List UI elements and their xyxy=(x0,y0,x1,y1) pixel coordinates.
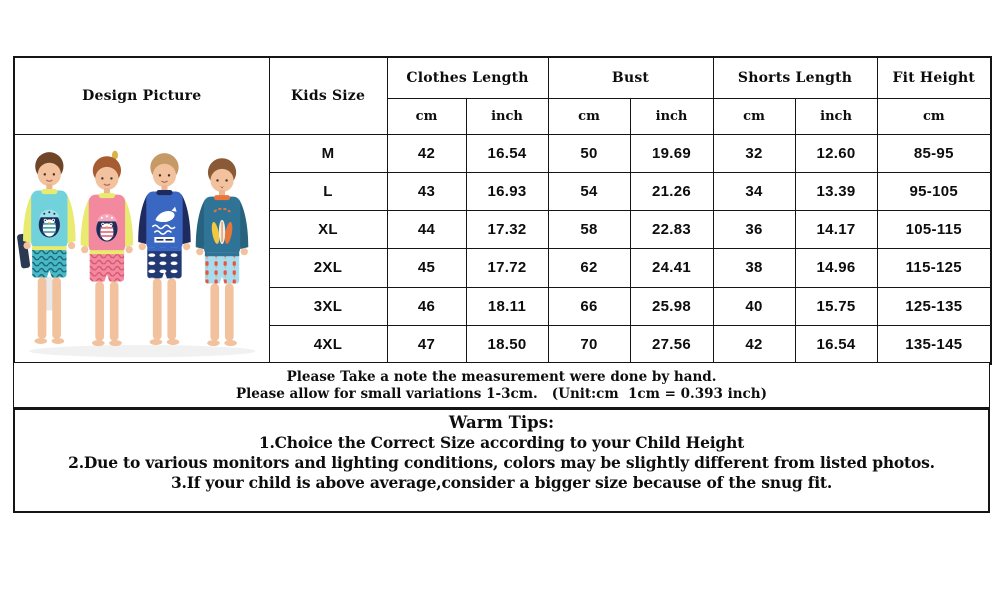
shorts-cm: 42 xyxy=(712,324,796,365)
bust-cm: 62 xyxy=(547,248,631,288)
shorts-cm: 40 xyxy=(712,286,796,326)
design-picture-cell xyxy=(13,133,270,365)
bust-inch: 27.56 xyxy=(629,324,714,365)
clothes-cm: 45 xyxy=(386,248,467,288)
size-label: 3XL xyxy=(268,286,388,326)
clothes-inch: 17.72 xyxy=(465,248,549,288)
shorts-cm: 32 xyxy=(712,133,796,173)
penguin-graphic xyxy=(96,213,118,242)
floor-shadow xyxy=(29,344,256,357)
unit-clothes-inch: inch xyxy=(465,97,549,135)
size-label: 4XL xyxy=(268,324,388,365)
measurement-note-box: Please Take a note the measurement were … xyxy=(13,362,990,408)
bust-inch: 19.69 xyxy=(629,133,714,173)
fit-height-cm: 115-125 xyxy=(876,248,992,288)
clothes-cm: 46 xyxy=(386,286,467,326)
shorts-inch: 13.39 xyxy=(794,171,878,212)
unit-shorts-inch: inch xyxy=(794,97,878,135)
col-group-fit-height: Fit Height xyxy=(876,56,992,99)
clothes-cm: 43 xyxy=(386,171,467,212)
clothes-inch: 17.32 xyxy=(465,210,549,250)
size-label: 2XL xyxy=(268,248,388,288)
shorts-cm: 38 xyxy=(712,248,796,288)
warm-tips-title: Warm Tips: xyxy=(448,413,555,432)
table-row: L 43 16.93 54 21.26 34 13.39 95-105 xyxy=(14,171,992,212)
clothes-inch: 16.93 xyxy=(465,171,549,212)
size-label: L xyxy=(268,171,388,212)
fit-height-cm: 135-145 xyxy=(876,324,992,365)
size-label: M xyxy=(268,133,388,173)
table-row: 3XL 46 18.11 66 25.98 40 15.75 125-135 xyxy=(14,286,992,326)
table-row: XL 44 17.32 58 22.83 36 14.17 105-115 xyxy=(14,210,992,250)
bust-cm: 66 xyxy=(547,286,631,326)
whale-graphic xyxy=(151,206,177,243)
kid-figure-3 xyxy=(138,152,191,345)
fit-height-cm: 125-135 xyxy=(876,286,992,326)
fit-height-cm: 105-115 xyxy=(876,210,992,250)
shorts-inch: 16.54 xyxy=(794,324,878,365)
kids-swimwear-photo xyxy=(17,150,256,357)
kid-figure-4 xyxy=(195,157,249,346)
shorts-inch: 12.60 xyxy=(794,133,878,173)
shorts-inch: 15.75 xyxy=(794,286,878,326)
shorts-cm: 34 xyxy=(712,171,796,212)
unit-shorts-cm: cm xyxy=(712,97,796,135)
fit-height-cm: 85-95 xyxy=(876,133,992,173)
unit-bust-cm: cm xyxy=(547,97,631,135)
clothes-cm: 47 xyxy=(386,324,467,365)
warm-tip-1: 1.Choice the Correct Size according to y… xyxy=(258,433,745,452)
shorts-inch: 14.17 xyxy=(794,210,878,250)
clothes-inch: 18.11 xyxy=(465,286,549,326)
table-row: 4XL 47 18.50 70 27.56 42 16.54 135-145 xyxy=(14,324,992,365)
shorts-inch: 14.96 xyxy=(794,248,878,288)
warm-tip-3: 3.If your child is above average,conside… xyxy=(170,473,833,492)
unit-fit-height-cm: cm xyxy=(876,97,992,135)
size-label: XL xyxy=(268,210,388,250)
bust-inch: 24.41 xyxy=(629,248,714,288)
note-line-1: Please Take a note the measurement were … xyxy=(286,368,717,385)
bust-inch: 22.83 xyxy=(629,210,714,250)
note-line-2: Please allow for small variations 1-3cm.… xyxy=(236,385,767,402)
clothes-cm: 44 xyxy=(386,210,467,250)
bust-inch: 25.98 xyxy=(629,286,714,326)
kid-figure-1 xyxy=(23,151,76,344)
bust-cm: 58 xyxy=(547,210,631,250)
kid-figure-2 xyxy=(80,150,134,346)
bust-cm: 54 xyxy=(547,171,631,212)
shorts-cm: 36 xyxy=(712,210,796,250)
table-row: 2XL 45 17.72 62 24.41 38 14.96 115-125 xyxy=(14,248,992,288)
col-group-bust: Bust xyxy=(547,56,714,99)
col-header-kids-size: Kids Size xyxy=(268,56,388,135)
table-row: M 42 16.54 50 19.69 32 12.60 85-95 xyxy=(13,133,992,365)
surfboards-graphic xyxy=(211,207,233,244)
size-chart-table: Design Picture Kids Size Clothes Length … xyxy=(13,56,993,365)
unit-clothes-cm: cm xyxy=(386,97,467,135)
fit-height-cm: 95-105 xyxy=(876,171,992,212)
warm-tip-2: 2.Due to various monitors and lighting c… xyxy=(68,453,935,472)
col-group-shorts-length: Shorts Length xyxy=(712,56,878,99)
penguin-graphic xyxy=(38,209,60,238)
clothes-inch: 16.54 xyxy=(465,133,549,173)
clothes-inch: 18.50 xyxy=(465,324,549,365)
bust-cm: 70 xyxy=(547,324,631,365)
clothes-cm: 42 xyxy=(386,133,467,173)
bust-inch: 21.26 xyxy=(629,171,714,212)
warm-tips-box: Warm Tips: 1.Choice the Correct Size acc… xyxy=(13,408,990,513)
col-header-design-picture: Design Picture xyxy=(13,56,270,135)
col-group-clothes-length: Clothes Length xyxy=(386,56,549,99)
bust-cm: 50 xyxy=(547,133,631,173)
unit-bust-inch: inch xyxy=(629,97,714,135)
